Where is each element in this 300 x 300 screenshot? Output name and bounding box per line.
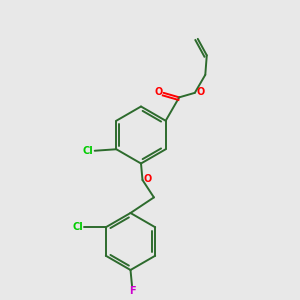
Text: O: O [144, 174, 152, 184]
Text: O: O [154, 87, 162, 97]
Text: O: O [196, 87, 204, 97]
Text: Cl: Cl [83, 146, 94, 156]
Text: Cl: Cl [72, 222, 83, 232]
Text: F: F [129, 286, 135, 296]
